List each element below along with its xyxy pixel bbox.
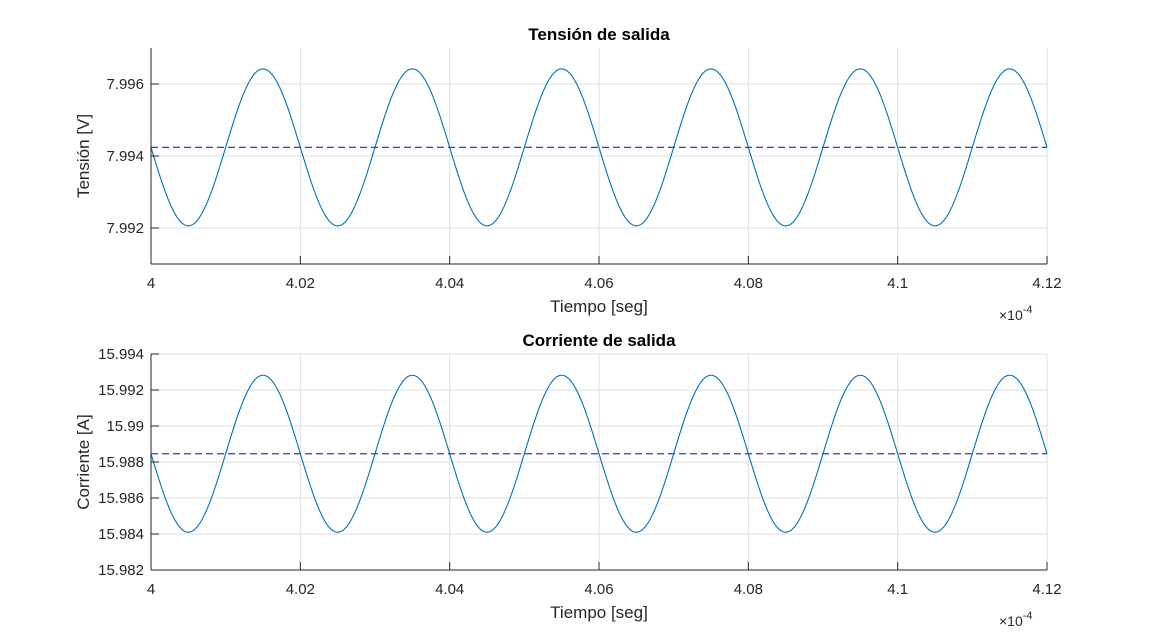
x-tick-label: 4.02 <box>286 275 315 292</box>
y-tick-label: 15.992 <box>98 382 144 399</box>
x-tick-label: 4.08 <box>734 275 763 292</box>
x-tick-label: 4.1 <box>887 581 908 598</box>
y-axis-label: Tensión [V] <box>74 114 93 198</box>
x-tick-label: 4.02 <box>286 581 315 598</box>
x-tick-label: 4 <box>147 275 155 292</box>
x-axis-label: Tiempo [seg] <box>550 603 648 622</box>
chart-title: Tensión de salida <box>528 25 670 44</box>
x-tick-label: 4.08 <box>734 581 763 598</box>
y-tick-label: 15.984 <box>98 526 144 543</box>
x-axis-exponent-base: ×10 <box>999 613 1023 629</box>
x-axis-exponent-base: ×10 <box>999 307 1023 323</box>
x-tick-label: 4.1 <box>887 275 908 292</box>
current-plot: 4 4.02 4.04 4.06 4.08 4.1 4.12 15.982 15.984 15.9… <box>74 331 1062 629</box>
x-axis-label: Tiempo [seg] <box>550 297 648 316</box>
x-tick-label: 4.06 <box>584 581 613 598</box>
y-tick-label: 15.99 <box>106 418 144 435</box>
y-axis-label: Corriente [A] <box>74 414 93 509</box>
y-tick-label: 15.994 <box>98 346 144 363</box>
x-axis-exponent-power: -4 <box>1023 610 1033 622</box>
y-tick-label: 7.992 <box>106 220 144 237</box>
y-tick-label: 15.986 <box>98 490 144 507</box>
x-tick-label: 4.04 <box>435 275 464 292</box>
x-tick-label: 4.04 <box>435 581 464 598</box>
x-axis-exponent-power: -4 <box>1023 304 1033 316</box>
y-tick-label: 15.988 <box>98 454 144 471</box>
x-axis-exponent: ×10-4 <box>999 304 1033 323</box>
x-tick-label: 4.06 <box>584 275 613 292</box>
voltage-plot: 4 4.02 4.04 4.06 4.08 4.1 4.12 7.992 7.994 7.996 T… <box>74 25 1062 323</box>
x-tick-label: 4 <box>147 581 155 598</box>
y-tick-label: 15.982 <box>98 562 144 579</box>
chart-title: Corriente de salida <box>522 331 676 350</box>
x-tick-label: 4.12 <box>1032 581 1061 598</box>
x-axis-exponent: ×10-4 <box>999 610 1033 629</box>
y-tick-label: 7.996 <box>106 76 144 93</box>
x-tick-label: 4.12 <box>1032 275 1061 292</box>
y-tick-label: 7.994 <box>106 148 144 165</box>
